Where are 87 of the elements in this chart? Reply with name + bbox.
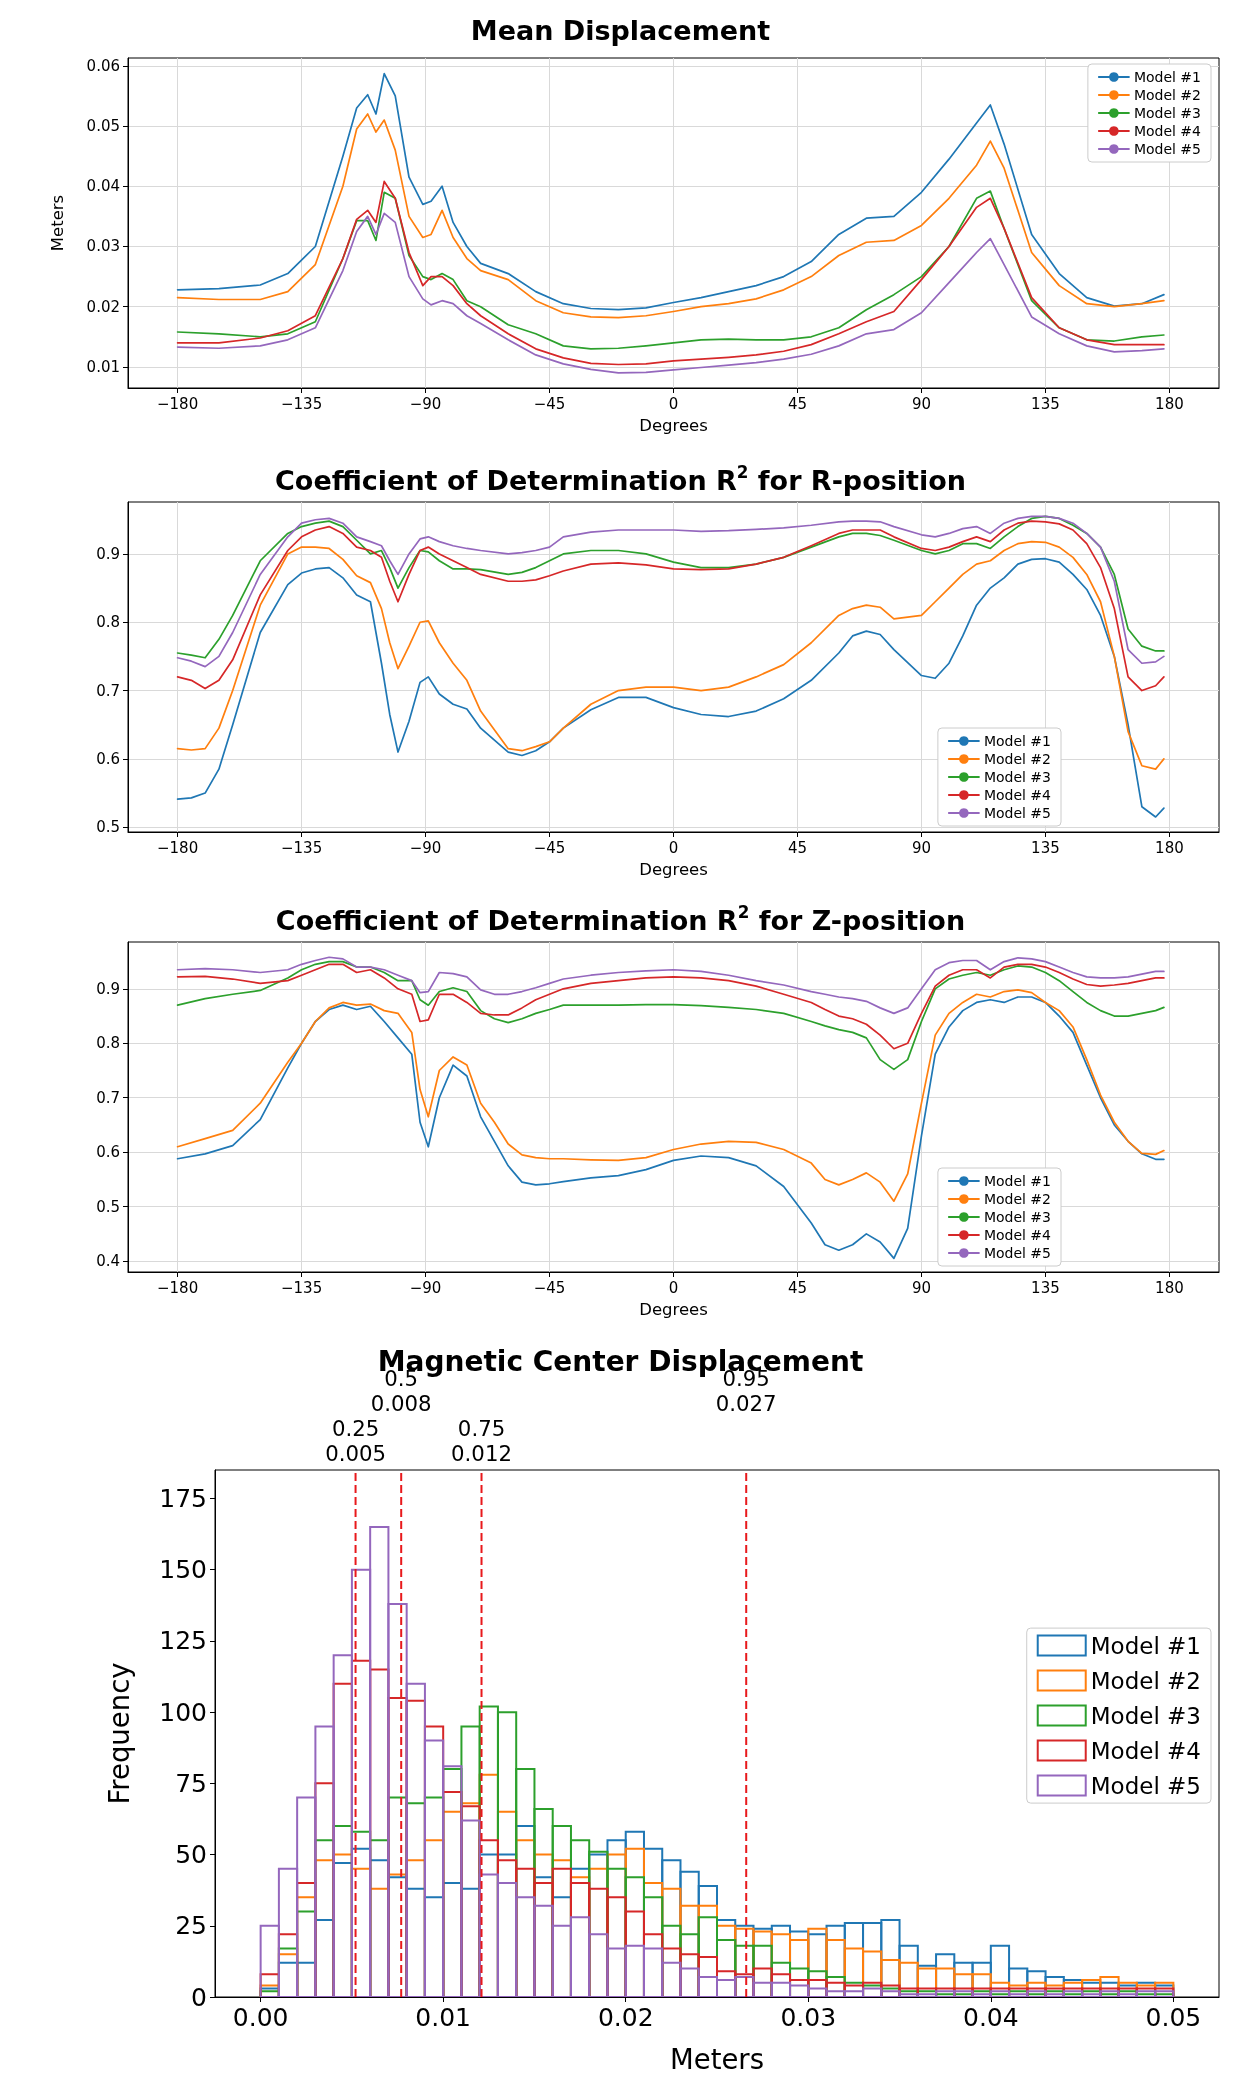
- legend-label: Model #2: [1133, 87, 1201, 103]
- legend-label: Model #1: [983, 733, 1051, 749]
- x-tick-label: −45: [533, 838, 566, 857]
- x-tick-label: −90: [409, 1278, 442, 1297]
- x-tick-label: −180: [156, 838, 199, 857]
- x-tick-label: 0.00: [232, 2003, 289, 2032]
- y-tick-label: 0.7: [96, 1088, 120, 1107]
- legend-label: Model #4: [983, 787, 1052, 803]
- y-tick-label: 50: [175, 1840, 207, 1870]
- legend-label: Model #5: [1090, 1772, 1202, 1799]
- y-tick-label: 0.01: [86, 357, 120, 376]
- y-tick-label: 0.6: [96, 1143, 120, 1162]
- y-tick-label: 0.8: [96, 1034, 120, 1053]
- x-tick-label: 0.04: [962, 2003, 1019, 2032]
- legend-label: Model #2: [1090, 1667, 1202, 1694]
- legend-label: Model #3: [983, 769, 1051, 785]
- x-axis-title: Degrees: [639, 1299, 708, 1319]
- y-axis-title: Meters: [48, 194, 67, 252]
- y-tick-label: 150: [159, 1555, 207, 1585]
- x-tick-label: −45: [533, 394, 566, 413]
- x-axis-title: Degrees: [639, 859, 708, 879]
- y-tick-label: 0.06: [86, 56, 120, 75]
- y-tick-label: 175: [159, 1483, 207, 1513]
- x-tick-label: −45: [533, 1278, 566, 1297]
- legend-label: Model #4: [1133, 123, 1202, 139]
- x-tick-label: 135: [1031, 394, 1060, 413]
- x-tick-label: −135: [280, 394, 323, 413]
- y-tick-label: 0.4: [96, 1252, 120, 1271]
- legend-label: Model #3: [983, 1209, 1051, 1225]
- legend-label: Model #5: [983, 805, 1051, 821]
- legend-label: Model #1: [983, 1173, 1051, 1189]
- x-tick-label: 180: [1155, 1278, 1184, 1297]
- x-tick-label: 0.03: [780, 2003, 837, 2032]
- x-tick-label: −180: [156, 1278, 199, 1297]
- x-tick-label: −90: [409, 394, 442, 413]
- legend-label: Model #2: [983, 751, 1051, 767]
- y-tick-label: 0.04: [86, 177, 120, 196]
- y-tick-label: 100: [159, 1697, 207, 1727]
- x-tick-label: 90: [911, 838, 931, 857]
- y-tick-label: 25: [175, 1911, 207, 1941]
- x-axis-title: Degrees: [639, 415, 708, 435]
- x-tick-label: 0.02: [597, 2003, 654, 2032]
- x-tick-label: −90: [409, 838, 442, 857]
- y-axis-title: Frequency: [103, 1662, 135, 1805]
- y-tick-label: 0.9: [96, 544, 120, 563]
- x-tick-label: 0: [668, 838, 679, 857]
- chart-title: Mean Displacement: [470, 15, 771, 47]
- legend-label: Model #4: [983, 1227, 1052, 1243]
- y-tick-label: 125: [159, 1626, 207, 1656]
- legend-label: Model #1: [1090, 1632, 1202, 1659]
- x-tick-label: 180: [1155, 838, 1184, 857]
- legend-label: Model #5: [1133, 141, 1201, 157]
- y-tick-label: 0.03: [86, 237, 120, 256]
- legend-label: Model #2: [983, 1191, 1051, 1207]
- x-tick-label: 45: [787, 838, 808, 857]
- x-tick-label: 135: [1031, 1278, 1060, 1297]
- y-tick-label: 0.02: [86, 297, 120, 316]
- legend-label: Model #3: [1133, 105, 1201, 121]
- legend-label: Model #5: [983, 1245, 1051, 1261]
- x-tick-label: 0.05: [1145, 2003, 1202, 2032]
- y-tick-label: 0.9: [96, 979, 120, 998]
- x-tick-label: 135: [1031, 838, 1060, 857]
- ref-line-label: 0.25 0.005: [325, 1416, 386, 1466]
- y-tick-label: 0.8: [96, 613, 120, 632]
- x-tick-label: 0: [668, 394, 679, 413]
- y-tick-label: 0.7: [96, 681, 120, 700]
- x-axis-title: Meters: [670, 2042, 764, 2075]
- y-tick-label: 75: [175, 1768, 207, 1798]
- x-tick-label: −135: [280, 838, 323, 857]
- x-tick-label: 180: [1155, 394, 1184, 413]
- x-tick-label: 0: [668, 1278, 679, 1297]
- y-tick-label: 0.05: [86, 117, 120, 136]
- legend-label: Model #3: [1090, 1702, 1202, 1729]
- y-tick-label: 0.5: [96, 818, 120, 837]
- legend-label: Model #1: [1133, 69, 1201, 85]
- x-tick-label: −135: [280, 1278, 323, 1297]
- x-tick-label: 90: [911, 1278, 931, 1297]
- y-tick-label: 0: [191, 1982, 207, 2012]
- x-tick-label: 45: [787, 1278, 808, 1297]
- x-tick-label: 45: [787, 394, 808, 413]
- y-tick-label: 0.5: [96, 1197, 120, 1216]
- x-tick-label: −180: [156, 394, 199, 413]
- y-tick-label: 0.6: [96, 749, 120, 768]
- legend-label: Model #4: [1090, 1737, 1202, 1764]
- x-tick-label: 0.01: [415, 2003, 472, 2032]
- ref-line-label: 0.75 0.012: [451, 1416, 512, 1466]
- x-tick-label: 90: [911, 394, 931, 413]
